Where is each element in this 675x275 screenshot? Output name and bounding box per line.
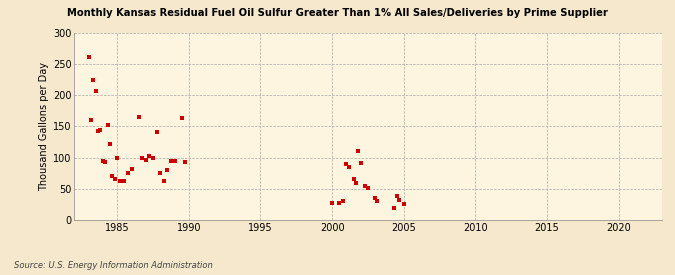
- Point: [159, 178, 169, 183]
- Point: [137, 156, 148, 161]
- Point: [97, 159, 108, 164]
- Point: [370, 196, 381, 200]
- Point: [344, 165, 354, 169]
- Point: [119, 179, 130, 183]
- Point: [90, 89, 101, 93]
- Point: [148, 155, 159, 160]
- Point: [162, 168, 173, 172]
- Point: [126, 167, 137, 171]
- Point: [109, 177, 120, 182]
- Point: [144, 154, 155, 159]
- Point: [350, 180, 361, 185]
- Point: [398, 202, 409, 207]
- Point: [338, 199, 348, 204]
- Point: [140, 157, 151, 162]
- Point: [353, 149, 364, 154]
- Point: [112, 155, 123, 160]
- Point: [372, 199, 383, 204]
- Point: [114, 178, 125, 183]
- Point: [92, 129, 103, 134]
- Point: [334, 200, 345, 205]
- Point: [102, 123, 113, 127]
- Point: [151, 130, 162, 134]
- Point: [176, 116, 187, 121]
- Point: [100, 160, 111, 164]
- Point: [389, 205, 400, 210]
- Point: [327, 200, 338, 205]
- Y-axis label: Thousand Gallons per Day: Thousand Gallons per Day: [38, 62, 49, 191]
- Point: [133, 115, 144, 119]
- Point: [123, 171, 134, 175]
- Text: Source: U.S. Energy Information Administration: Source: U.S. Energy Information Administ…: [14, 260, 212, 270]
- Point: [355, 160, 366, 165]
- Point: [169, 159, 180, 164]
- Point: [107, 174, 118, 178]
- Point: [360, 183, 371, 188]
- Point: [88, 78, 99, 82]
- Point: [155, 171, 165, 175]
- Point: [362, 185, 373, 190]
- Point: [105, 142, 115, 146]
- Point: [83, 54, 94, 59]
- Point: [341, 162, 352, 166]
- Text: Monthly Kansas Residual Fuel Oil Sulfur Greater Than 1% All Sales/Deliveries by : Monthly Kansas Residual Fuel Oil Sulfur …: [67, 8, 608, 18]
- Point: [165, 159, 176, 163]
- Point: [86, 117, 97, 122]
- Point: [394, 198, 404, 202]
- Point: [348, 177, 359, 182]
- Point: [391, 194, 402, 199]
- Point: [180, 160, 190, 164]
- Point: [95, 127, 106, 132]
